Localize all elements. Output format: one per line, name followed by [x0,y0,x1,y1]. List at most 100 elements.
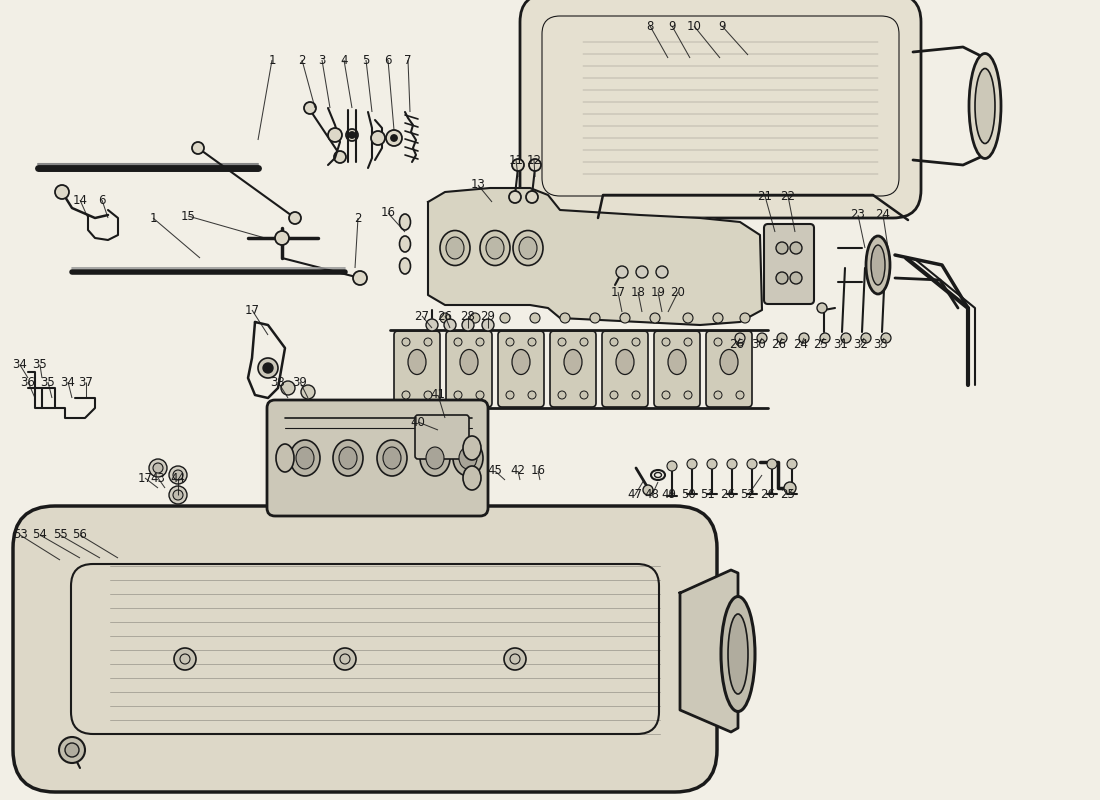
Text: 32: 32 [854,338,868,351]
Circle shape [440,313,450,323]
Circle shape [560,313,570,323]
Circle shape [500,313,510,323]
Circle shape [790,272,802,284]
Text: 36: 36 [21,375,35,389]
Circle shape [334,151,346,163]
Circle shape [476,391,484,399]
Text: 34: 34 [60,375,76,389]
Text: 9: 9 [718,19,726,33]
Text: 37: 37 [78,375,94,389]
Circle shape [386,130,402,146]
Circle shape [861,333,871,343]
FancyBboxPatch shape [267,400,488,516]
Circle shape [371,131,385,145]
Ellipse shape [420,440,450,476]
Circle shape [349,132,355,138]
Circle shape [667,461,676,471]
Circle shape [65,743,79,757]
Circle shape [482,319,494,331]
Ellipse shape [720,350,738,374]
Ellipse shape [969,54,1001,158]
Ellipse shape [339,447,358,469]
Ellipse shape [399,236,410,252]
Circle shape [790,242,802,254]
Ellipse shape [975,69,996,143]
Text: 39: 39 [293,375,307,389]
Text: 20: 20 [671,286,685,298]
Text: 34: 34 [12,358,28,371]
Circle shape [580,338,588,346]
Text: 23: 23 [850,209,866,222]
Circle shape [454,391,462,399]
Circle shape [59,737,85,763]
Text: 30: 30 [751,338,767,351]
Circle shape [683,313,693,323]
Text: 16: 16 [381,206,396,219]
Circle shape [656,266,668,278]
Circle shape [707,459,717,469]
Circle shape [263,363,273,373]
Text: 26: 26 [438,310,452,322]
Text: 1: 1 [268,54,276,66]
Ellipse shape [720,597,755,711]
Text: 16: 16 [530,465,546,478]
Circle shape [684,338,692,346]
Ellipse shape [519,237,537,259]
Text: 6: 6 [98,194,106,206]
Circle shape [776,272,788,284]
Circle shape [820,333,830,343]
Circle shape [334,648,356,670]
Circle shape [616,266,628,278]
Circle shape [620,313,630,323]
Ellipse shape [408,350,426,374]
Text: 17: 17 [244,303,260,317]
Circle shape [470,313,480,323]
Text: 25: 25 [814,338,828,351]
Circle shape [776,242,788,254]
Text: 52: 52 [740,489,756,502]
Text: 8: 8 [647,19,653,33]
Circle shape [786,459,798,469]
Text: 26: 26 [760,489,775,502]
Circle shape [328,128,342,142]
Text: 24: 24 [793,338,808,351]
Text: 6: 6 [384,54,392,66]
FancyBboxPatch shape [415,415,469,459]
Circle shape [799,333,808,343]
Polygon shape [428,188,762,325]
Text: 17: 17 [610,286,626,298]
Ellipse shape [616,350,634,374]
Text: 5: 5 [362,54,370,66]
Text: 11: 11 [508,154,524,166]
Circle shape [424,338,432,346]
Circle shape [528,391,536,399]
Text: 38: 38 [271,375,285,389]
Circle shape [662,391,670,399]
Circle shape [173,470,183,480]
Circle shape [558,391,566,399]
Circle shape [289,212,301,224]
Circle shape [528,338,536,346]
Ellipse shape [383,447,402,469]
Circle shape [301,385,315,399]
Circle shape [736,338,744,346]
Circle shape [817,303,827,313]
Text: 26: 26 [720,489,736,502]
Text: 25: 25 [781,489,795,502]
FancyBboxPatch shape [498,331,544,407]
Text: 7: 7 [405,54,411,66]
Circle shape [727,459,737,469]
Ellipse shape [453,440,483,476]
Circle shape [662,338,670,346]
Circle shape [169,486,187,504]
FancyBboxPatch shape [706,331,752,407]
Circle shape [713,313,723,323]
Text: 1: 1 [150,211,156,225]
Circle shape [688,459,697,469]
Text: 56: 56 [73,529,87,542]
Text: 29: 29 [481,310,495,322]
Circle shape [509,191,521,203]
Circle shape [169,466,187,484]
Ellipse shape [513,230,543,266]
Ellipse shape [426,447,444,469]
